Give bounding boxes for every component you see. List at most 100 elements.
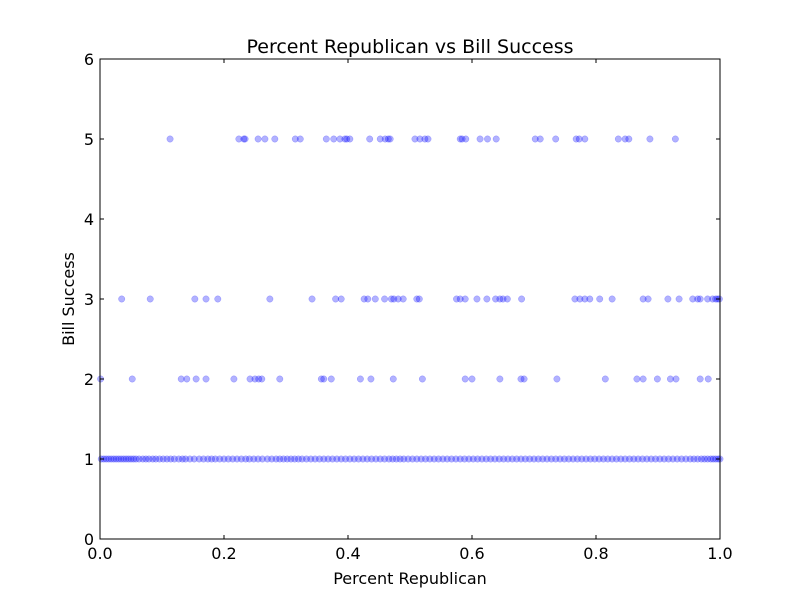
data-point bbox=[202, 375, 210, 383]
chart-title: Percent Republican vs Bill Success bbox=[246, 36, 573, 58]
data-point bbox=[626, 455, 633, 463]
data-point bbox=[342, 455, 349, 463]
data-point bbox=[496, 295, 504, 303]
data-point bbox=[671, 135, 679, 143]
data-point bbox=[381, 455, 389, 463]
data-point bbox=[337, 295, 345, 303]
data-point bbox=[422, 455, 429, 463]
data-point bbox=[135, 455, 143, 463]
data-point bbox=[202, 295, 210, 303]
data-point bbox=[317, 375, 325, 383]
data-point bbox=[316, 455, 323, 463]
data-point bbox=[389, 375, 397, 383]
data-point bbox=[266, 295, 274, 303]
data-point bbox=[166, 135, 174, 143]
data-point bbox=[386, 135, 394, 143]
data-point bbox=[552, 135, 560, 143]
data-point bbox=[452, 455, 460, 463]
data-point bbox=[484, 135, 491, 143]
data-point bbox=[534, 455, 542, 463]
x-axis-ticks: 0.0 0.2 0.4 0.6 0.8 1.0 bbox=[87, 59, 733, 563]
data-point bbox=[404, 455, 412, 463]
data-point bbox=[389, 455, 397, 463]
data-point bbox=[675, 295, 683, 303]
data-point bbox=[596, 295, 604, 303]
data-point bbox=[669, 455, 677, 463]
data-point bbox=[170, 455, 178, 463]
data-point bbox=[254, 135, 262, 143]
x-tick-label: 0.6 bbox=[459, 544, 484, 563]
data-point bbox=[482, 455, 490, 463]
data-point bbox=[581, 295, 589, 303]
data-point bbox=[359, 455, 367, 463]
data-point bbox=[639, 295, 647, 303]
data-point bbox=[426, 455, 434, 463]
data-point bbox=[118, 295, 126, 303]
data-point bbox=[430, 455, 438, 463]
data-point bbox=[621, 135, 629, 143]
data-point bbox=[120, 455, 128, 463]
data-point bbox=[363, 455, 371, 463]
data-point bbox=[653, 375, 661, 383]
data-point bbox=[686, 455, 694, 463]
data-point bbox=[291, 455, 299, 463]
data-point bbox=[142, 455, 150, 463]
data-point bbox=[115, 455, 123, 463]
data-point bbox=[400, 455, 408, 463]
data-point bbox=[128, 375, 136, 383]
x-axis-title: Percent Republican bbox=[333, 569, 487, 588]
data-point bbox=[298, 455, 306, 463]
data-point bbox=[242, 455, 250, 463]
data-point bbox=[381, 135, 389, 143]
data-point bbox=[159, 455, 167, 463]
data-point bbox=[186, 455, 194, 463]
data-point bbox=[478, 455, 486, 463]
data-point bbox=[276, 375, 284, 383]
data-point bbox=[280, 455, 287, 463]
data-point bbox=[461, 375, 469, 383]
data-point bbox=[633, 375, 641, 383]
data-point bbox=[229, 455, 237, 463]
data-point bbox=[276, 455, 284, 463]
data-point bbox=[308, 295, 316, 303]
data-point bbox=[387, 295, 395, 303]
data-point bbox=[639, 375, 647, 383]
data-point bbox=[337, 455, 345, 463]
data-point bbox=[183, 375, 191, 383]
data-point bbox=[499, 295, 507, 303]
data-point bbox=[613, 455, 620, 463]
data-point bbox=[492, 135, 500, 143]
data-point bbox=[643, 455, 651, 463]
data-point bbox=[346, 455, 354, 463]
data-point bbox=[448, 455, 455, 463]
data-point bbox=[272, 455, 280, 463]
data-point bbox=[621, 455, 629, 463]
data-point bbox=[216, 455, 224, 463]
data-point bbox=[175, 455, 183, 463]
data-point bbox=[127, 455, 135, 463]
data-point bbox=[112, 455, 120, 463]
data-point bbox=[630, 455, 638, 463]
data-point bbox=[468, 375, 476, 383]
data-point bbox=[145, 455, 153, 463]
data-point bbox=[177, 375, 185, 383]
data-point bbox=[117, 455, 125, 463]
data-point bbox=[704, 295, 712, 303]
y-tick-label: 4 bbox=[84, 210, 94, 229]
y-axis-ticks: 0 1 2 3 4 5 6 bbox=[84, 50, 720, 549]
data-point bbox=[599, 455, 607, 463]
data-point bbox=[424, 135, 432, 143]
data-point bbox=[518, 295, 526, 303]
data-point bbox=[520, 375, 528, 383]
data-point bbox=[413, 295, 421, 303]
data-point bbox=[476, 135, 484, 143]
data-point bbox=[250, 455, 258, 463]
x-tick-label: 0.0 bbox=[87, 544, 112, 563]
data-point bbox=[556, 455, 564, 463]
data-point bbox=[487, 455, 495, 463]
data-point bbox=[634, 455, 642, 463]
data-point bbox=[469, 455, 477, 463]
data-point bbox=[384, 135, 392, 143]
data-point bbox=[350, 455, 358, 463]
data-point bbox=[343, 135, 351, 143]
